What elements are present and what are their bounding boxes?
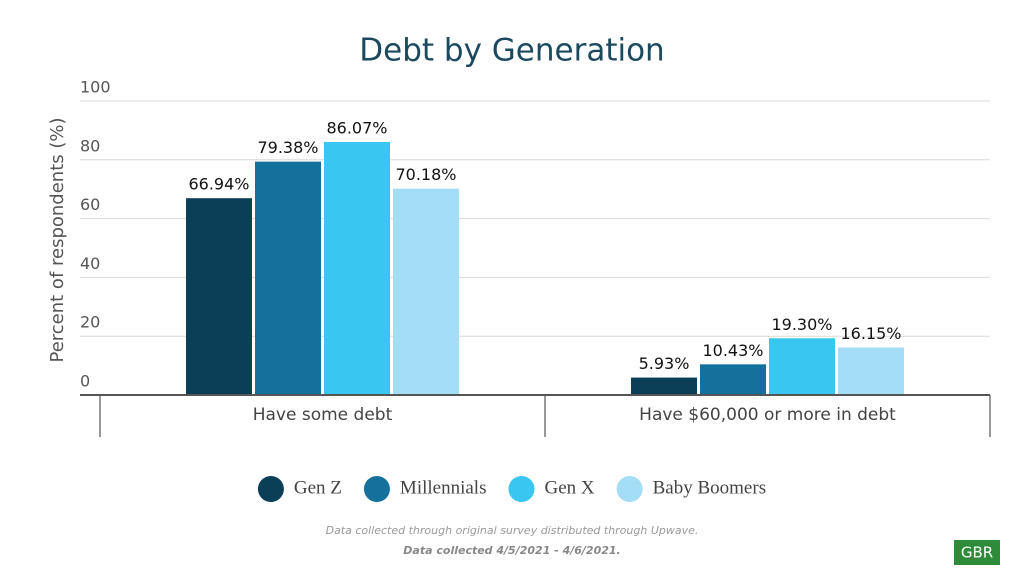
bar — [255, 161, 321, 395]
value-label: 10.43% — [702, 341, 763, 360]
value-label: 86.07% — [326, 118, 387, 137]
bar — [186, 198, 252, 395]
value-label: 16.15% — [840, 324, 901, 343]
x-tick-label: Have some debt — [253, 405, 393, 425]
legend-label: Millennials — [400, 477, 487, 498]
footnote: Data collected 4/5/2021 - 4/6/2021. — [403, 544, 620, 557]
bar — [838, 347, 904, 395]
value-label: 70.18% — [395, 165, 456, 184]
y-tick-label: 100 — [80, 78, 111, 97]
y-tick-label: 20 — [80, 313, 100, 332]
value-label: 79.38% — [257, 138, 318, 157]
value-label: 66.94% — [188, 175, 249, 194]
legend-marker — [257, 476, 284, 502]
chart-title: Debt by Generation — [359, 33, 664, 69]
bar — [631, 377, 697, 395]
bar — [700, 364, 766, 395]
bar — [324, 141, 390, 395]
legend-label: Baby Boomers — [653, 477, 766, 498]
y-tick-label: 0 — [80, 372, 90, 391]
badge-box — [954, 540, 1000, 565]
bar — [393, 188, 459, 395]
y-axis-label: Percent of respondents (%) — [47, 117, 68, 362]
legend-label: Gen Z — [294, 477, 342, 498]
footnote: Data collected through original survey d… — [326, 524, 699, 537]
bar — [769, 338, 835, 395]
value-label: 5.93% — [639, 354, 690, 373]
y-tick-label: 80 — [80, 136, 100, 155]
legend-marker — [508, 476, 535, 502]
legend-marker — [363, 476, 390, 502]
y-tick-label: 40 — [80, 254, 100, 273]
legend-marker — [616, 476, 643, 502]
value-label: 19.30% — [771, 315, 832, 334]
legend-label: Gen X — [544, 477, 594, 498]
x-tick-label: Have $60,000 or more in debt — [639, 405, 896, 425]
y-tick-label: 60 — [80, 195, 100, 214]
badge: GBR — [961, 544, 993, 562]
